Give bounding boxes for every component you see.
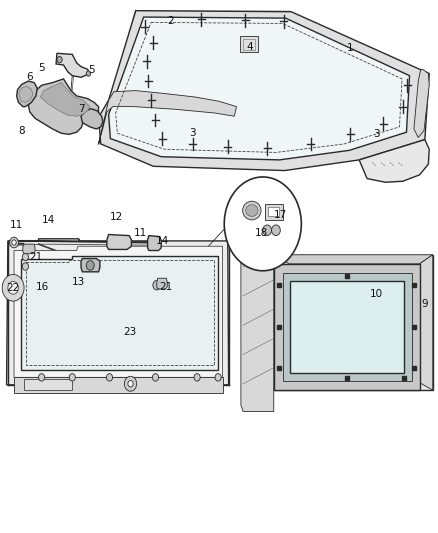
Polygon shape: [81, 109, 103, 129]
Polygon shape: [414, 69, 429, 138]
Polygon shape: [290, 281, 404, 373]
Text: 4: 4: [246, 42, 253, 52]
Text: 11: 11: [10, 220, 23, 230]
Polygon shape: [99, 11, 429, 171]
Text: 17: 17: [274, 211, 287, 220]
Ellipse shape: [246, 205, 258, 216]
Text: 5: 5: [38, 63, 45, 73]
Circle shape: [86, 261, 94, 270]
Circle shape: [153, 280, 161, 290]
Circle shape: [22, 263, 28, 270]
Text: 3: 3: [373, 130, 380, 139]
Polygon shape: [24, 379, 72, 390]
Text: 14: 14: [42, 215, 55, 225]
Polygon shape: [81, 259, 100, 272]
Circle shape: [224, 177, 301, 271]
Circle shape: [152, 374, 159, 381]
Ellipse shape: [243, 201, 261, 220]
Polygon shape: [241, 237, 274, 411]
Text: 14: 14: [155, 236, 169, 246]
Text: 18: 18: [255, 229, 268, 238]
Polygon shape: [109, 17, 410, 160]
Circle shape: [39, 374, 45, 381]
Polygon shape: [40, 83, 90, 116]
Polygon shape: [283, 273, 412, 381]
Text: 2: 2: [167, 17, 174, 26]
Circle shape: [106, 374, 113, 381]
Circle shape: [215, 374, 221, 381]
FancyBboxPatch shape: [265, 204, 283, 220]
Circle shape: [86, 71, 91, 76]
Polygon shape: [14, 377, 223, 393]
Text: 8: 8: [18, 126, 25, 135]
Text: 22: 22: [7, 283, 20, 293]
Polygon shape: [28, 79, 99, 134]
Polygon shape: [23, 244, 35, 254]
Circle shape: [57, 56, 62, 63]
Polygon shape: [19, 86, 33, 102]
Text: 13: 13: [71, 278, 85, 287]
Circle shape: [124, 376, 137, 391]
Circle shape: [8, 281, 18, 294]
Text: 12: 12: [110, 213, 123, 222]
Polygon shape: [21, 256, 218, 370]
Text: 3: 3: [189, 128, 196, 138]
Circle shape: [2, 274, 24, 301]
Text: 23: 23: [123, 327, 136, 336]
FancyBboxPatch shape: [268, 207, 279, 216]
Polygon shape: [56, 53, 90, 77]
Polygon shape: [157, 278, 167, 289]
Circle shape: [12, 240, 16, 245]
Polygon shape: [14, 246, 223, 377]
Text: 6: 6: [26, 72, 33, 82]
Polygon shape: [274, 255, 433, 390]
Polygon shape: [359, 140, 429, 182]
Polygon shape: [274, 255, 433, 264]
Polygon shape: [7, 239, 229, 385]
Text: 5: 5: [88, 66, 95, 75]
Circle shape: [10, 237, 18, 248]
Circle shape: [69, 374, 75, 381]
Circle shape: [22, 253, 28, 261]
FancyBboxPatch shape: [240, 36, 258, 52]
Polygon shape: [17, 81, 37, 107]
Polygon shape: [107, 235, 131, 249]
Circle shape: [263, 225, 272, 236]
Text: 11: 11: [134, 229, 147, 238]
Polygon shape: [99, 91, 237, 144]
Text: 7: 7: [78, 104, 85, 114]
Text: 21: 21: [159, 282, 172, 292]
Text: 1: 1: [347, 43, 354, 53]
Text: 21: 21: [29, 252, 42, 262]
Text: 16: 16: [36, 282, 49, 292]
Polygon shape: [420, 255, 433, 390]
Circle shape: [194, 374, 200, 381]
Text: 10: 10: [370, 289, 383, 299]
Text: 9: 9: [421, 299, 428, 309]
Polygon shape: [274, 264, 420, 390]
Circle shape: [272, 225, 280, 236]
Polygon shape: [148, 236, 161, 251]
Circle shape: [128, 381, 133, 387]
